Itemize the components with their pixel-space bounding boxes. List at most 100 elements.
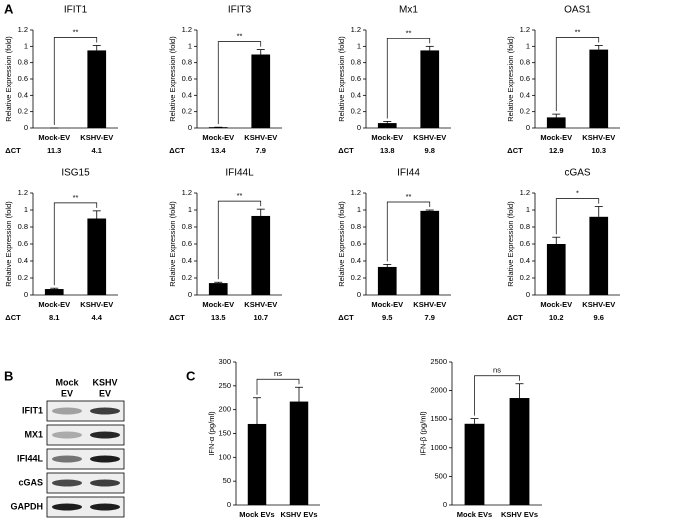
blot-band: [90, 503, 120, 511]
y-axis-label: Relative Expression (fold): [4, 36, 13, 122]
bar: [420, 210, 440, 295]
y-tick-label: 0.2: [520, 107, 530, 116]
x-tick-label: Mock-EV: [371, 300, 403, 309]
bar: [208, 127, 228, 128]
y-tick-label: 0.8: [351, 222, 361, 231]
significance-label: **: [575, 28, 581, 37]
bar: [509, 398, 530, 505]
y-axis-label: Relative Expression (fold): [168, 36, 177, 122]
delta-ct-label: ΔCT: [338, 313, 354, 322]
y-tick-label: 0.8: [520, 58, 530, 67]
delta-ct-value: 7.9: [256, 146, 266, 155]
chart-title: cGAS: [564, 168, 590, 179]
y-tick-label: 200: [218, 405, 231, 414]
y-tick-label: 0.8: [182, 222, 192, 231]
panel-label: C: [186, 368, 196, 383]
delta-ct-value: 12.9: [549, 146, 564, 155]
y-tick-label: 2000: [430, 386, 447, 395]
blot-band: [52, 455, 82, 463]
significance-label: ns: [493, 366, 501, 375]
y-tick-label: 0.2: [351, 107, 361, 116]
bar: [44, 289, 64, 295]
bar: [251, 54, 271, 128]
delta-ct-value: 4.1: [92, 146, 102, 155]
y-tick-label: 0.2: [182, 107, 192, 116]
y-tick-label: 1.2: [18, 188, 28, 197]
y-tick-label: 2500: [430, 357, 447, 366]
y-axis-label: Relative Expression (fold): [337, 201, 346, 287]
blot-column-label: EV: [61, 388, 73, 398]
x-tick-label: Mock-EV: [38, 133, 70, 142]
delta-ct-value: 4.4: [92, 313, 103, 322]
significance-bracket: [256, 378, 300, 395]
x-tick-label: Mock-EV: [371, 133, 403, 142]
y-tick-label: 0.4: [351, 90, 361, 99]
y-tick-label: 0.8: [520, 222, 530, 231]
significance-bracket: [474, 375, 520, 416]
blot-band: [52, 431, 82, 439]
significance-bracket: [217, 200, 262, 280]
y-tick-label: 0.4: [351, 256, 361, 265]
delta-ct-value: 10.2: [549, 313, 564, 322]
delta-ct-value: 9.8: [425, 146, 435, 155]
y-tick-label: 500: [434, 471, 447, 480]
y-tick-label: 0.6: [18, 239, 28, 248]
y-tick-label: 0.2: [18, 107, 28, 116]
y-tick-label: 0.6: [18, 74, 28, 83]
y-axis-label: IFN-α (pg/ml): [207, 411, 216, 456]
bar: [87, 218, 107, 295]
blot-band: [90, 431, 120, 439]
blot-column-label: KSHV: [92, 377, 117, 387]
chart-title: IFIT1: [64, 5, 88, 16]
y-tick-label: 0.2: [182, 273, 192, 282]
significance-bracket: [555, 37, 600, 112]
blot-column-label: EV: [99, 388, 111, 398]
y-tick-label: 0: [443, 500, 447, 509]
delta-ct-label: ΔCT: [507, 146, 523, 155]
y-tick-label: 0.8: [351, 58, 361, 67]
x-tick-label: Mock-EV: [540, 133, 572, 142]
y-tick-label: 0.6: [351, 239, 361, 248]
significance-label: **: [406, 28, 412, 37]
blot-frame: [46, 424, 125, 446]
y-tick-label: 0: [526, 290, 530, 299]
blot-band: [90, 407, 120, 415]
y-tick-label: 0.8: [18, 58, 28, 67]
x-tick-label: KSHV-EV: [80, 133, 113, 142]
y-tick-label: 1: [357, 205, 361, 214]
blot-band: [52, 503, 82, 511]
y-axis-label: Relative Expression (fold): [506, 201, 515, 287]
x-tick-label: KSHV-EV: [582, 133, 615, 142]
blot-row-label: GAPDH: [10, 501, 43, 511]
significance-label: **: [73, 193, 79, 202]
y-tick-label: 0.4: [182, 90, 192, 99]
delta-ct-value: 10.7: [253, 313, 268, 322]
blot-band: [90, 479, 120, 487]
significance-label: **: [73, 28, 79, 37]
delta-ct-value: 11.3: [47, 146, 61, 155]
x-tick-label: KSHV-EV: [80, 300, 113, 309]
y-tick-label: 250: [218, 381, 231, 390]
bar: [289, 401, 309, 505]
y-tick-label: 0.6: [182, 74, 192, 83]
y-tick-label: 0.2: [520, 273, 530, 282]
x-tick-label: Mock EVs: [239, 510, 274, 519]
delta-ct-value: 7.9: [425, 313, 435, 322]
y-tick-label: 0: [357, 123, 361, 132]
y-tick-label: 0.6: [182, 239, 192, 248]
bar: [464, 423, 485, 505]
y-tick-label: 0.6: [520, 239, 530, 248]
y-axis-label: Relative Expression (fold): [337, 36, 346, 122]
chart-title: OAS1: [564, 5, 591, 16]
y-tick-label: 150: [218, 428, 231, 437]
x-tick-label: KSHV-EV: [413, 133, 446, 142]
y-tick-label: 1.2: [351, 188, 361, 197]
y-axis-label: Relative Expression (fold): [168, 201, 177, 287]
y-tick-label: 1.2: [351, 25, 361, 34]
delta-ct-value: 13.4: [211, 146, 226, 155]
y-tick-label: 0.8: [182, 58, 192, 67]
y-tick-label: 1.2: [182, 25, 192, 34]
blot-row-label: cGAS: [18, 477, 43, 487]
y-tick-label: 1: [24, 205, 28, 214]
